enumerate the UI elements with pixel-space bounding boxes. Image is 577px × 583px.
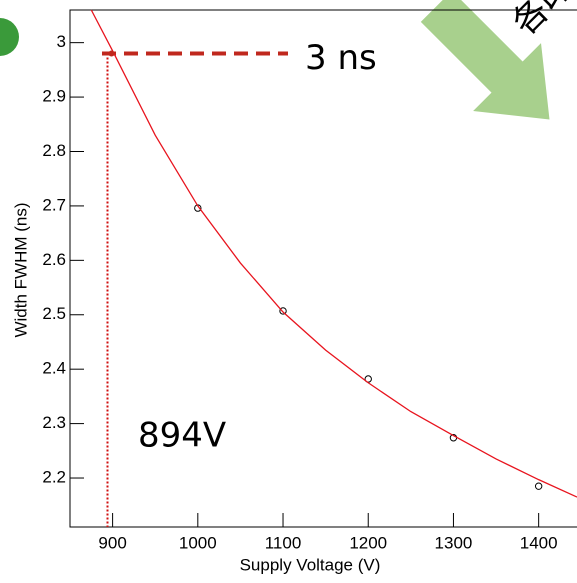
y-tick-label: 2.5 xyxy=(42,304,66,323)
x-tick-label: 1300 xyxy=(435,533,473,552)
x-tick-label: 1000 xyxy=(179,533,217,552)
x-axis-label: Supply Voltage (V) xyxy=(240,555,381,574)
y-tick-label: 2.7 xyxy=(42,195,66,214)
x-tick-label: 1400 xyxy=(520,533,558,552)
x-tick-label: 900 xyxy=(98,533,126,552)
y-axis-label: Width FWHM (ns) xyxy=(11,202,30,337)
arrow xyxy=(420,0,550,120)
x-tick-label: 1100 xyxy=(265,533,302,552)
threshold-point xyxy=(108,50,115,57)
y-tick-label: 2.8 xyxy=(42,141,66,160)
decoration-circle xyxy=(0,18,19,56)
threshold-x-label: 894V xyxy=(138,416,226,456)
y-tick-label: 3 xyxy=(57,32,66,51)
fit-line xyxy=(90,9,577,498)
y-tick-label: 2.3 xyxy=(42,413,66,432)
data-point xyxy=(534,482,543,490)
data-point xyxy=(279,307,287,315)
y-tick-label: 2.4 xyxy=(42,359,66,378)
arrow-label: 各印 xyxy=(505,0,577,43)
y-tick-label: 2.9 xyxy=(42,87,66,106)
x-tick-label: 1200 xyxy=(349,533,387,552)
frame xyxy=(69,9,577,528)
y-tick-label: 2.2 xyxy=(42,468,66,487)
y-tick-label: 2.6 xyxy=(42,250,66,269)
threshold-y-label: 3 ns xyxy=(305,38,377,78)
